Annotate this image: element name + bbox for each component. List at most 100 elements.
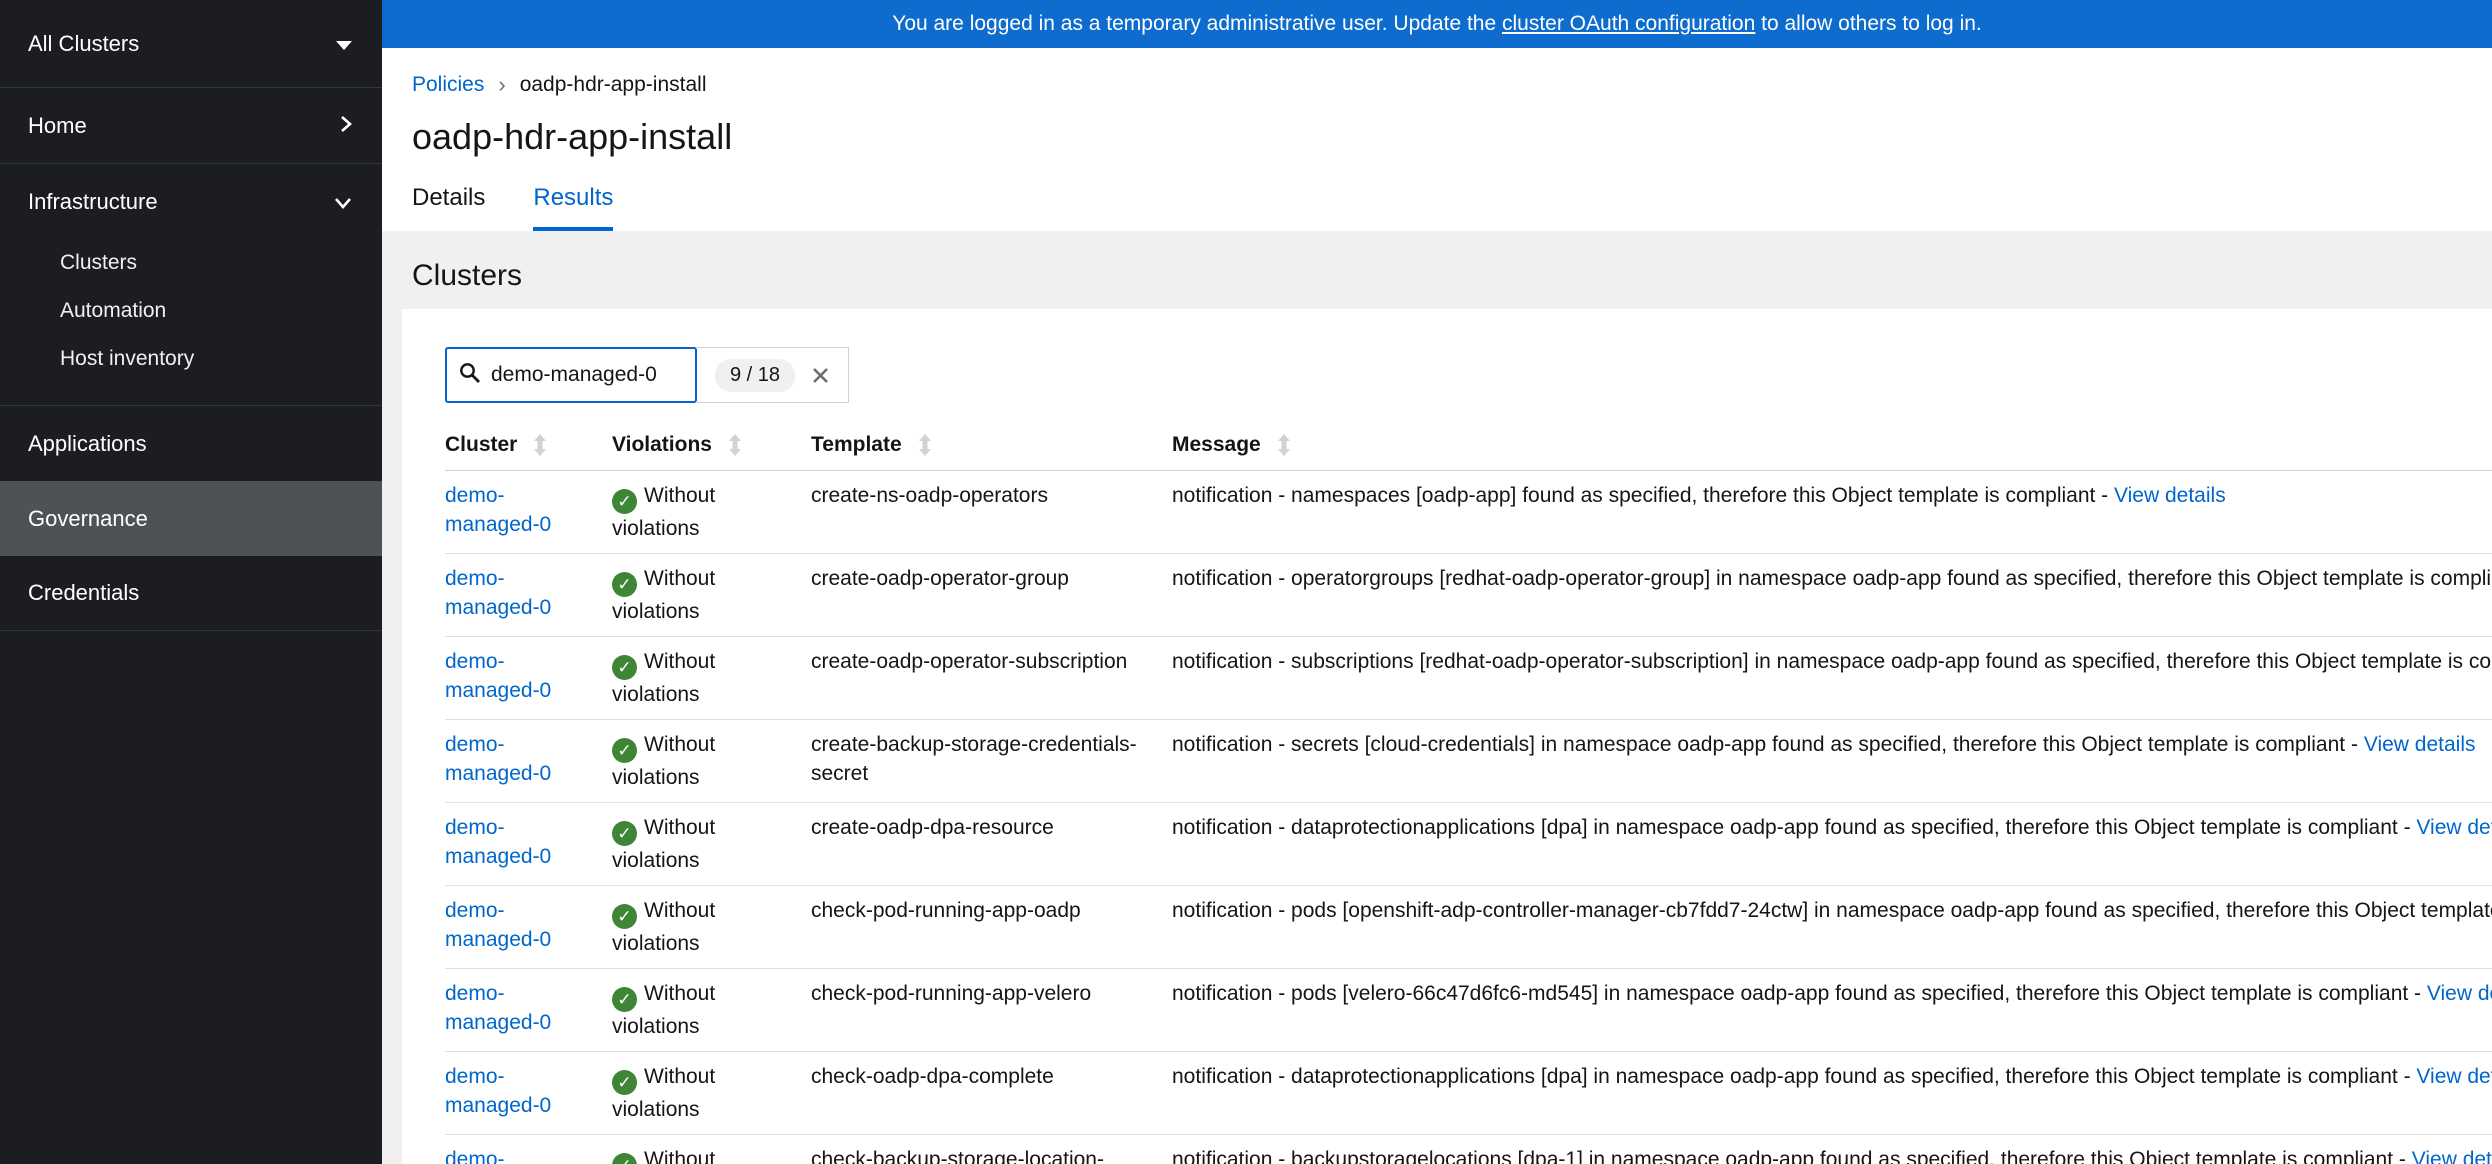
message-text: notification - operatorgroups [redhat-oa… [1172, 567, 2492, 590]
table-row: demo-managed-0 ✓ Without violations creat… [445, 554, 2492, 637]
message-cell: notification - pods [openshift-adp-contr… [1172, 896, 2492, 925]
cluster-selector[interactable]: All Clusters [0, 0, 382, 88]
column-label: Cluster [445, 433, 518, 456]
banner-text-after: to allow others to log in. [1755, 12, 1982, 35]
chevron-right-icon [340, 113, 352, 139]
template-cell: create-oadp-operator-subscription [811, 650, 1128, 673]
sidebar-item-automation[interactable]: Automation [60, 299, 167, 322]
message-cell: notification - namespaces [oadp-app] fou… [1172, 481, 2492, 510]
violations-cell: ✓Without violations [612, 1145, 811, 1164]
cluster-link[interactable]: demo-managed-0 [445, 733, 552, 785]
violations-cell: ✓Without violations [612, 564, 811, 626]
sort-both-icon [728, 434, 741, 456]
sort-both-icon [918, 434, 931, 456]
message-text: notification - pods [velero-66c47d6fc6-m… [1172, 982, 2422, 1005]
main-area: You are logged in as a temporary adminis… [382, 0, 2492, 1164]
check-circle-icon: ✓ [612, 1153, 637, 1164]
oauth-config-link[interactable]: cluster OAuth configuration [1501, 12, 1756, 35]
table-row: demo-managed-0 ✓ Without violations creat… [445, 637, 2492, 720]
tab-results[interactable]: Results [533, 184, 614, 231]
sidebar: All Clusters Home Infrastructure Cluster… [0, 0, 382, 1164]
message-text: notification - secrets [cloud-credential… [1172, 733, 2358, 756]
view-details-link[interactable]: View details [2363, 733, 2476, 756]
template-cell: create-oadp-operator-group [811, 567, 1069, 590]
sidebar-filler [0, 631, 382, 1164]
message-text: notification - backupstoragelocations [d… [1172, 1148, 2406, 1164]
violations-cell: ✓Without violations [612, 979, 811, 1041]
cluster-link[interactable]: demo-managed-0 [445, 816, 552, 868]
column-label: Violations [612, 433, 712, 456]
violations-cell: ✓Without violations [612, 1062, 811, 1124]
view-details-link[interactable]: View details [2411, 1148, 2492, 1164]
sidebar-item-credentials[interactable]: Credentials [0, 556, 382, 631]
cluster-cell: demo-managed-0 [445, 730, 612, 788]
view-details-link[interactable]: View details [2114, 484, 2226, 507]
table-row: demo-managed-0 ✓ Without violations check… [445, 1135, 2492, 1164]
cluster-link[interactable]: demo-managed-0 [445, 484, 552, 536]
breadcrumb-current: oadp-hdr-app-install [519, 73, 707, 96]
search-result-count-badge: 9 / 18 [715, 358, 796, 392]
view-details-link[interactable]: View details [2426, 982, 2492, 1005]
table-row: demo-managed-0 ✓ Without violations creat… [445, 803, 2492, 886]
search-input[interactable] [491, 363, 683, 387]
view-details-link[interactable]: View details [2416, 816, 2492, 839]
sidebar-item-label: Infrastructure [28, 188, 158, 214]
angle-right-icon: › [498, 72, 506, 97]
cluster-cell: demo-managed-0 [445, 813, 612, 871]
sort-both-icon [534, 434, 547, 456]
cluster-cell: demo-managed-0 [445, 564, 612, 622]
cluster-cell: demo-managed-0 [445, 1145, 612, 1164]
template-cell: create-backup-storage-credentials-secret [811, 733, 1137, 785]
column-header-cluster[interactable]: Cluster [445, 433, 612, 457]
message-text: notification - pods [openshift-adp-contr… [1172, 899, 2492, 922]
section-title-clusters: Clusters [412, 259, 523, 292]
tab-details[interactable]: Details [412, 184, 486, 211]
template-cell: create-ns-oadp-operators [811, 484, 1048, 507]
message-cell: notification - dataprotectionapplication… [1172, 813, 2492, 842]
template-cell: check-pod-running-app-velero [811, 982, 1092, 1005]
column-header-template[interactable]: Template [811, 433, 1172, 457]
violations-label: Without violations [612, 650, 716, 706]
violations-cell: ✓Without violations [612, 813, 811, 875]
sidebar-item-home[interactable]: Home [0, 88, 382, 164]
cluster-cell: demo-managed-0 [445, 647, 612, 705]
cluster-link[interactable]: demo-managed-0 [445, 1148, 505, 1164]
violations-cell: ✓Without violations [612, 481, 811, 543]
violations-label: Without violations [612, 567, 716, 623]
clear-search-button[interactable] [811, 366, 830, 385]
violations-label: Without violations [612, 733, 716, 789]
violations-label: Without violations [612, 484, 716, 540]
column-label: Message [1172, 433, 1261, 456]
sort-both-icon [1277, 434, 1290, 456]
check-circle-icon: ✓ [612, 1070, 637, 1095]
search-box [445, 347, 697, 403]
check-circle-icon: ✓ [612, 572, 637, 597]
message-cell: notification - subscriptions [redhat-oad… [1172, 647, 2492, 676]
sidebar-item-governance[interactable]: Governance [0, 481, 382, 556]
column-header-violations[interactable]: Violations [612, 433, 811, 457]
table-header-row: Cluster Violations Template Message [445, 433, 2492, 471]
column-header-message[interactable]: Message [1172, 433, 2492, 457]
cluster-link[interactable]: demo-managed-0 [445, 567, 552, 619]
admin-banner: You are logged in as a temporary adminis… [382, 0, 2492, 48]
check-circle-icon: ✓ [612, 738, 637, 763]
sidebar-item-label: Credentials [28, 580, 140, 605]
breadcrumb-policies-link[interactable]: Policies [412, 73, 485, 96]
sidebar-item-clusters[interactable]: Clusters [60, 251, 138, 274]
table-body: demo-managed-0 ✓ Without violations creat… [445, 471, 2492, 1164]
cluster-cell: demo-managed-0 [445, 896, 612, 954]
breadcrumb: Policies › oadp-hdr-app-install [412, 72, 2492, 98]
check-circle-icon: ✓ [612, 655, 637, 680]
sidebar-item-infrastructure[interactable]: Infrastructure [0, 164, 382, 239]
template-cell: check-backup-storage-location-available [811, 1148, 1104, 1164]
cluster-link[interactable]: demo-managed-0 [445, 1065, 552, 1117]
cluster-link[interactable]: demo-managed-0 [445, 899, 552, 951]
template-cell: create-oadp-dpa-resource [811, 816, 1054, 839]
cluster-link[interactable]: demo-managed-0 [445, 650, 552, 702]
sidebar-item-applications[interactable]: Applications [0, 406, 382, 481]
message-text: notification - namespaces [oadp-app] fou… [1172, 484, 2109, 507]
view-details-link[interactable]: View details [2416, 1065, 2492, 1088]
sidebar-item-host-inventory[interactable]: Host inventory [60, 347, 195, 370]
cluster-link[interactable]: demo-managed-0 [445, 982, 552, 1034]
sidebar-item-label: Applications [28, 430, 147, 456]
